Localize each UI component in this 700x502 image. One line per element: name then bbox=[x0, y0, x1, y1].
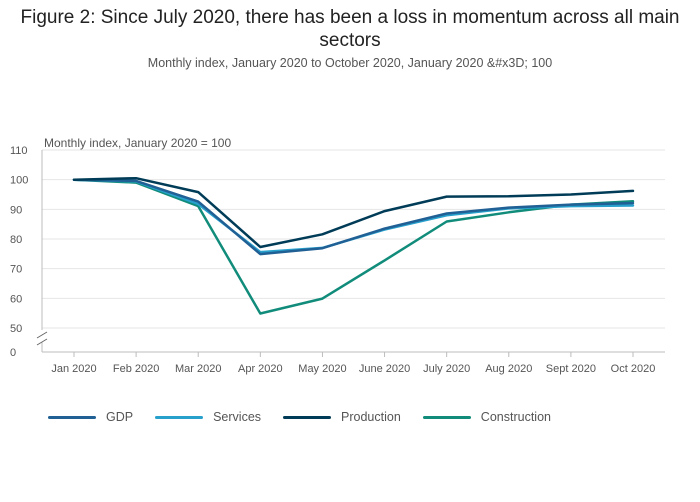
series-line-services bbox=[72, 178, 635, 254]
legend-item-gdp[interactable]: GDP bbox=[48, 410, 133, 424]
y-axis-label: Monthly index, January 2020 = 100 bbox=[44, 136, 231, 150]
chart-subtitle: Monthly index, January 2020 to October 2… bbox=[147, 56, 553, 70]
y-tick-label: 50 bbox=[10, 323, 22, 335]
y-tick-label: 70 bbox=[10, 264, 22, 276]
x-tick-label: Mar 2020 bbox=[175, 363, 221, 375]
chart-title: Figure 2: Since July 2020, there has bee… bbox=[20, 7, 680, 51]
x-tick-label: Aug 2020 bbox=[485, 363, 532, 375]
x-tick-label: June 2020 bbox=[359, 363, 410, 375]
x-tick-label: Sept 2020 bbox=[546, 363, 596, 375]
x-tick-label: Feb 2020 bbox=[113, 363, 159, 375]
gridlines bbox=[41, 149, 665, 353]
y-tick-label: 90 bbox=[10, 204, 22, 216]
series-line-gdp bbox=[72, 178, 635, 256]
series-lines bbox=[72, 176, 635, 315]
x-tick-label: Apr 2020 bbox=[238, 363, 283, 375]
x-tick-label: July 2020 bbox=[423, 363, 470, 375]
line-chart: 110 100 90 80 70 60 50 0 Jan 2020 Feb 2020 Mar 20… bbox=[10, 136, 665, 375]
legend-label: Services bbox=[213, 410, 262, 424]
legend-item-construction[interactable]: Construction bbox=[422, 410, 551, 424]
axis-break-mark bbox=[36, 331, 48, 346]
axis-break-stroke bbox=[36, 331, 48, 339]
x-tick-label: Jan 2020 bbox=[51, 363, 96, 375]
y-tick-label: 60 bbox=[10, 293, 22, 305]
y-tick-label: 80 bbox=[10, 234, 22, 246]
legend: GDP Services Production Construction bbox=[48, 409, 573, 425]
legend-swatch bbox=[48, 415, 96, 419]
x-tick-label: Oct 2020 bbox=[611, 363, 656, 375]
legend-label: GDP bbox=[106, 410, 134, 424]
legend-swatch bbox=[283, 415, 332, 419]
y-axis-ticks: 110 100 90 80 70 60 50 0 bbox=[10, 145, 28, 359]
series-line-production bbox=[72, 176, 635, 249]
legend-label: Production bbox=[341, 410, 401, 424]
series-line-construction bbox=[72, 178, 635, 315]
y-tick-label: 110 bbox=[10, 145, 28, 157]
y-tick-label: 100 bbox=[10, 175, 28, 187]
legend-label: Construction bbox=[480, 410, 551, 424]
y-tick-label: 0 bbox=[10, 347, 16, 359]
legend-item-services[interactable]: Services bbox=[155, 410, 261, 424]
legend-swatch bbox=[422, 415, 471, 419]
legend-swatch bbox=[155, 415, 204, 419]
legend-item-production[interactable]: Production bbox=[283, 410, 401, 424]
x-axis-ticks: Jan 2020 Feb 2020 Mar 2020 Apr 2020 May 2020… bbox=[51, 352, 655, 375]
x-tick-label: May 2020 bbox=[298, 363, 346, 375]
axis-break-stroke bbox=[36, 338, 48, 346]
